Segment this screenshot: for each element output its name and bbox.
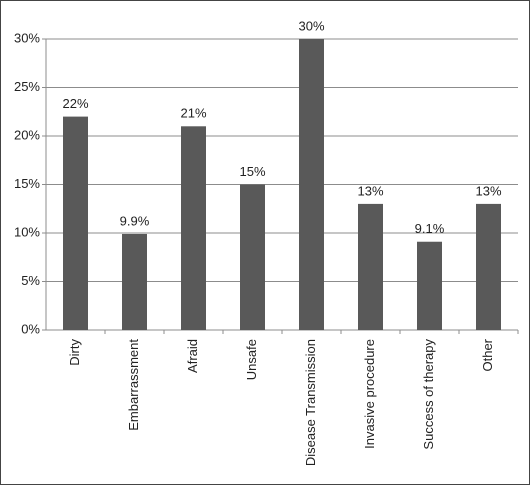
data-label: 13% [475,183,501,198]
bar [417,241,442,330]
data-label: 9.1% [415,221,445,236]
y-tick-label: 15% [14,176,40,191]
bar [181,126,206,330]
bar [122,233,147,330]
y-tick-label: 25% [14,79,40,94]
y-tick-label: 20% [14,127,40,142]
y-tick-label: 10% [14,224,40,239]
data-label: 13% [357,183,383,198]
x-tick-label: Other [480,338,495,371]
x-tick-label: Unsafe [244,339,259,380]
data-label: 30% [298,18,324,33]
bar [299,39,324,330]
data-label: 22% [62,96,88,111]
y-tick-label: 0% [21,321,40,336]
bar [240,184,265,330]
y-tick-label: 5% [21,273,40,288]
x-tick-label: Dirty [67,339,82,366]
data-label: 9.9% [120,213,150,228]
bar [63,116,88,330]
bar [358,203,383,330]
x-tick-label: Embarrassment [126,339,141,431]
bar [476,203,501,330]
x-tick-label: Invasive procedure [362,339,377,449]
data-label: 21% [180,106,206,121]
y-tick-label: 30% [14,30,40,45]
x-tick-label: Disease Transmission [303,339,318,466]
x-tick-label: Success of therapy [421,339,436,450]
data-label: 15% [239,164,265,179]
x-tick-label: Afraid [185,339,200,373]
